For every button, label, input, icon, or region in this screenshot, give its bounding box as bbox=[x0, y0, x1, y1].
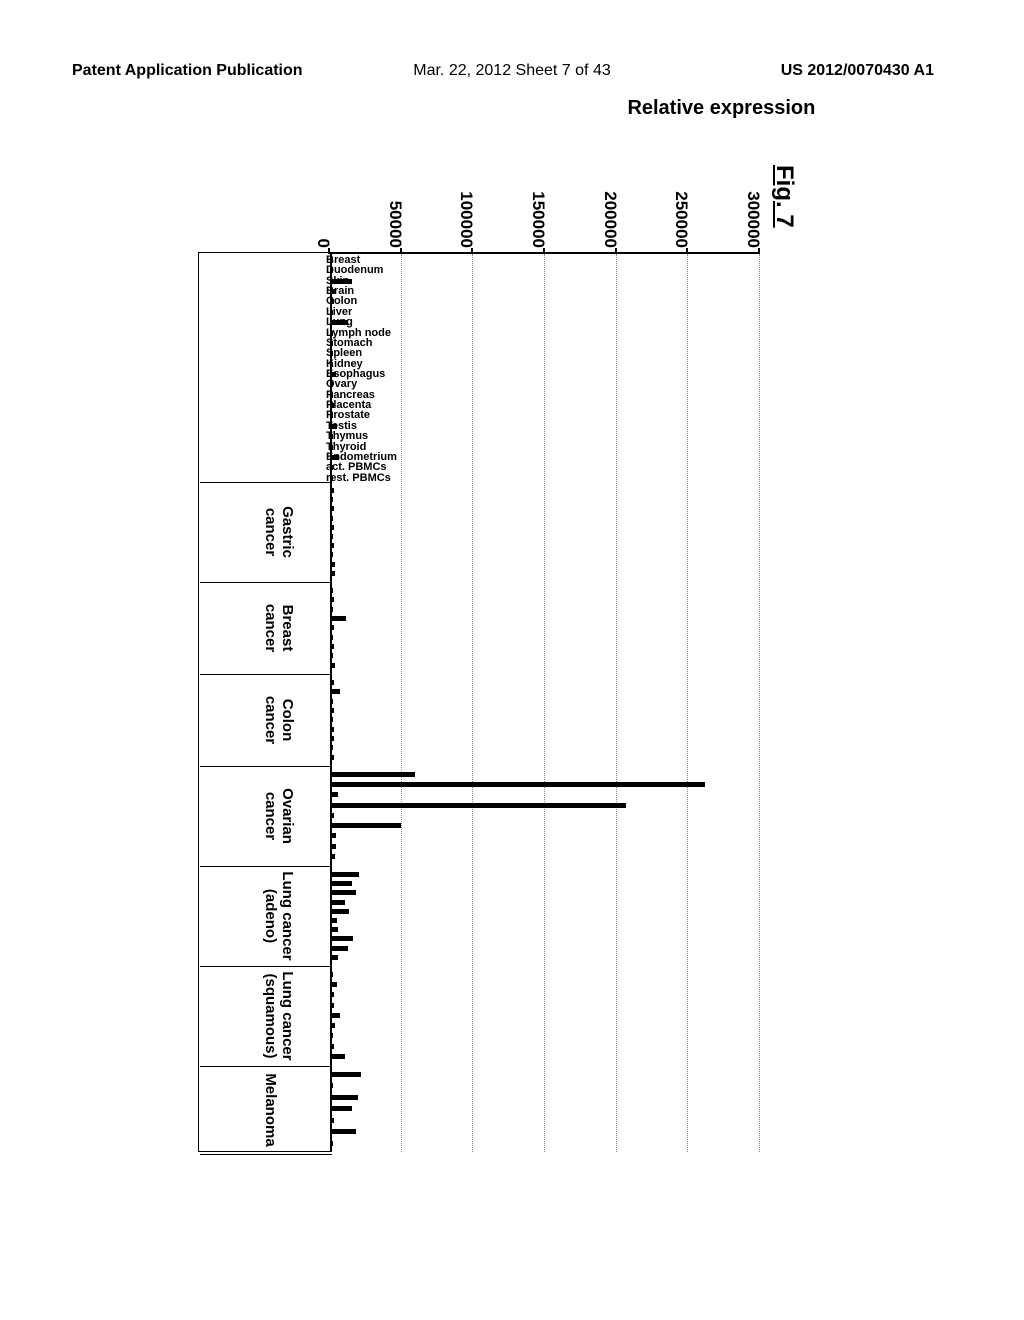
bar-cancer-sample bbox=[332, 755, 334, 760]
header-right: US 2012/0070430 A1 bbox=[781, 62, 934, 80]
y-tick-label: 50000 bbox=[385, 182, 405, 248]
y-tick-label: 300000 bbox=[743, 182, 763, 248]
bar-cancer-sample bbox=[332, 881, 352, 886]
bar-cancer-sample bbox=[332, 653, 333, 658]
bar-cancer-sample bbox=[332, 946, 348, 951]
gridline bbox=[616, 254, 617, 1152]
y-axis-label: Relative expression bbox=[627, 97, 815, 120]
y-tick-mark bbox=[400, 248, 402, 254]
bar-cancer-sample bbox=[332, 1003, 334, 1008]
bar-cancer-sample bbox=[332, 1141, 333, 1146]
bar-cancer-sample bbox=[332, 588, 333, 593]
bar-cancer-sample bbox=[332, 1044, 334, 1049]
y-tick-label: 150000 bbox=[528, 182, 548, 248]
y-tick-label: 250000 bbox=[671, 182, 691, 248]
x-group-divider bbox=[200, 1154, 332, 1155]
bar-cancer-sample bbox=[332, 644, 334, 649]
bar-cancer-sample bbox=[332, 854, 335, 859]
x-category-box bbox=[198, 252, 330, 1152]
bar-cancer-sample bbox=[332, 972, 333, 977]
gridline bbox=[472, 254, 473, 1152]
bar-cancer-sample bbox=[332, 844, 336, 849]
bar-cancer-sample bbox=[332, 1072, 361, 1077]
bar-cancer-sample bbox=[332, 909, 349, 914]
bar-cancer-sample bbox=[332, 699, 333, 704]
bar-cancer-sample bbox=[332, 727, 334, 732]
bar-cancer-sample bbox=[332, 782, 705, 787]
y-tick-label: 100000 bbox=[456, 182, 476, 248]
bar-cancer-sample bbox=[332, 736, 334, 741]
bar-cancer-sample bbox=[332, 616, 346, 621]
bar-cancer-sample bbox=[332, 488, 334, 493]
bar-cancer-sample bbox=[332, 813, 334, 818]
bar-cancer-sample bbox=[332, 890, 356, 895]
bar-cancer-sample bbox=[332, 1083, 333, 1088]
bar-cancer-sample bbox=[332, 625, 334, 630]
bar-cancer-sample bbox=[332, 792, 338, 797]
bar-cancer-sample bbox=[332, 552, 333, 557]
bar-cancer-sample bbox=[332, 534, 333, 539]
bar-cancer-sample bbox=[332, 680, 334, 685]
bar-cancer-sample bbox=[332, 1106, 352, 1111]
bar-cancer-sample bbox=[332, 992, 334, 997]
y-tick-label: 200000 bbox=[600, 182, 620, 248]
bar-cancer-sample bbox=[332, 1054, 345, 1059]
bar-cancer-sample bbox=[332, 689, 340, 694]
bar-cancer-sample bbox=[332, 506, 334, 511]
bar-cancer-sample bbox=[332, 663, 335, 668]
gridline bbox=[687, 254, 688, 1152]
figure-rotated-wrap: Fig. 7 Relative expression 0500001000001… bbox=[0, 170, 760, 790]
plot-area: 050000100000150000200000250000300000Brea… bbox=[330, 252, 760, 1152]
gridline bbox=[401, 254, 402, 1152]
header-center: Mar. 22, 2012 Sheet 7 of 43 bbox=[413, 62, 610, 80]
bar-cancer-sample bbox=[332, 562, 335, 567]
y-tick-mark bbox=[543, 248, 545, 254]
bar-cancer-sample bbox=[332, 823, 401, 828]
bar-cancer-sample bbox=[332, 936, 354, 941]
chart-frame: Fig. 7 Relative expression 0500001000001… bbox=[140, 170, 760, 1170]
bar-cancer-sample bbox=[332, 955, 338, 960]
bar-cancer-sample bbox=[332, 708, 334, 713]
bar-cancer-sample bbox=[332, 803, 626, 808]
bar-cancer-sample bbox=[332, 635, 333, 640]
x-label-normal: rest. PBMCs bbox=[326, 472, 391, 484]
bar-cancer-sample bbox=[332, 745, 333, 750]
bar-cancer-sample bbox=[332, 525, 334, 530]
y-tick-mark bbox=[615, 248, 617, 254]
gridline bbox=[759, 254, 760, 1152]
bar-cancer-sample bbox=[332, 833, 336, 838]
bar-cancer-sample bbox=[332, 607, 333, 612]
bar-cancer-sample bbox=[332, 516, 333, 521]
y-tick-mark bbox=[758, 248, 760, 254]
bar-cancer-sample bbox=[332, 1013, 340, 1018]
bar-cancer-sample bbox=[332, 772, 415, 777]
bar-cancer-sample bbox=[332, 982, 337, 987]
header-left: Patent Application Publication bbox=[72, 62, 303, 80]
bar-cancer-sample bbox=[332, 927, 338, 932]
figure-title: Fig. 7 bbox=[770, 165, 798, 228]
bar-cancer-sample bbox=[332, 543, 334, 548]
bar-cancer-sample bbox=[332, 717, 333, 722]
bar-cancer-sample bbox=[332, 1129, 356, 1134]
bar-cancer-sample bbox=[332, 1033, 333, 1038]
bar-cancer-sample bbox=[332, 597, 334, 602]
bar-cancer-sample bbox=[332, 1023, 335, 1028]
bar-cancer-sample bbox=[332, 1095, 358, 1100]
bar-cancer-sample bbox=[332, 1118, 334, 1123]
y-tick-label: 0 bbox=[313, 182, 333, 248]
bar-cancer-sample bbox=[332, 918, 337, 923]
y-tick-mark bbox=[471, 248, 473, 254]
y-tick-mark bbox=[686, 248, 688, 254]
bar-cancer-sample bbox=[332, 497, 333, 502]
bar-cancer-sample bbox=[332, 872, 359, 877]
bar-cancer-sample bbox=[332, 571, 335, 576]
gridline bbox=[544, 254, 545, 1152]
bar-cancer-sample bbox=[332, 900, 345, 905]
